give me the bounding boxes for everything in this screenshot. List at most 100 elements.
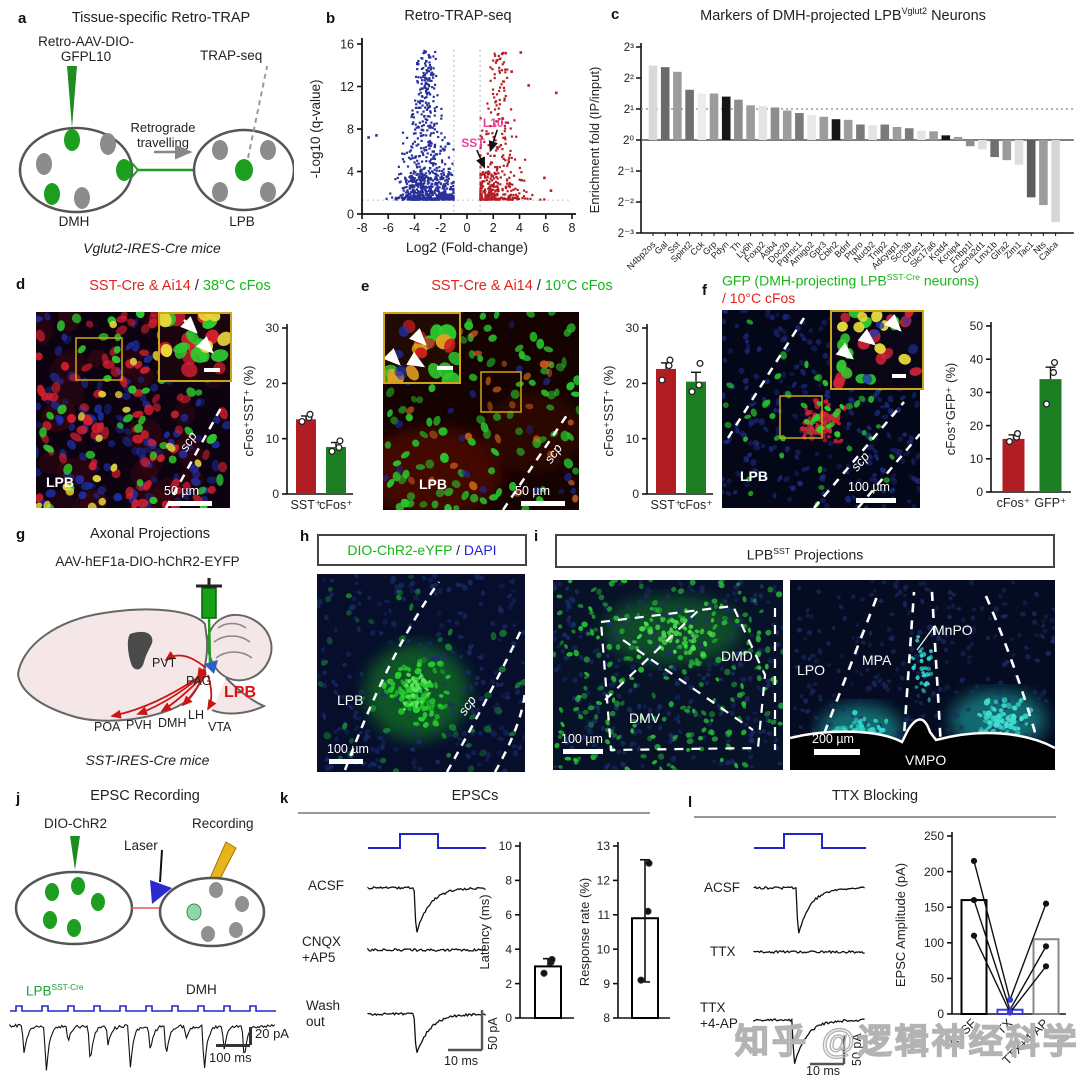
panel-j-letter: j	[16, 790, 21, 807]
virus-line1: Retro-AAV-DIO-	[38, 34, 134, 49]
svg-text:6: 6	[505, 908, 512, 922]
bar-chart-d: 0 10 20 30 cFos⁺SST⁺ (%) SST⁺cFos⁺	[241, 321, 353, 512]
dmh-label: DMH	[58, 214, 90, 229]
panel-i-letter: i	[534, 528, 539, 545]
svg-text:2⁰: 2⁰	[623, 135, 634, 147]
ttx-label: TTX	[710, 944, 736, 959]
gray-cell	[260, 140, 276, 160]
svg-text:L10: L10	[483, 116, 504, 130]
scp-boundary-line	[493, 691, 525, 772]
recorded-cell	[186, 903, 202, 921]
svg-text:8: 8	[603, 1011, 610, 1025]
syringe-barrel-icon	[201, 587, 217, 619]
scale-ms: 10 ms	[444, 1054, 479, 1068]
title-pre: LPB	[746, 546, 774, 563]
cerebellum-outline	[206, 613, 273, 682]
projection-arrow-pvh	[136, 671, 207, 716]
green-cell	[67, 919, 81, 937]
green-cell	[91, 893, 105, 911]
svg-text:40: 40	[970, 352, 984, 366]
svg-text:SST⁺: SST⁺	[291, 498, 322, 512]
gray-cell	[209, 882, 223, 898]
arrow-icon	[385, 348, 401, 366]
svg-text:0: 0	[976, 485, 983, 499]
svg-text:30: 30	[626, 321, 640, 335]
watermark: 知乎 @逻辑神经科学	[734, 1022, 1080, 1061]
acsf-label: ACSF	[308, 878, 345, 893]
retro-line1: Retrograde	[130, 120, 196, 135]
svg-text:6: 6	[542, 221, 549, 235]
region-label: LPB	[740, 468, 768, 484]
svg-text:Log2 (Fold-change): Log2 (Fold-change)	[406, 239, 528, 255]
svg-text:10: 10	[499, 839, 513, 853]
svg-text:9: 9	[603, 977, 610, 991]
title-post: Neurons	[927, 7, 986, 24]
title-pre: Markers of DMH-projected LPB	[700, 7, 902, 24]
retro-trap-diagram	[18, 66, 294, 214]
title-sep: /	[452, 542, 464, 558]
brain-outline	[16, 608, 209, 722]
gray-cell	[235, 896, 249, 912]
lpb-label: LPB	[229, 214, 255, 229]
inset-region-box	[480, 371, 522, 413]
svg-text:cFos⁺GFP⁺ (%): cFos⁺GFP⁺ (%)	[943, 363, 958, 455]
svg-text:8: 8	[347, 123, 354, 137]
trap-seq-label: TRAP-seq	[200, 48, 263, 63]
dmh-label: DMH	[186, 982, 217, 997]
svg-text:16: 16	[340, 38, 354, 52]
panel-j: j EPSC Recording DIO-ChR2 Laser Recordin…	[0, 778, 290, 1080]
svg-text:2²: 2²	[624, 73, 634, 85]
hippocampus-shape	[127, 631, 153, 670]
gray-cell	[260, 182, 276, 202]
svg-text:0: 0	[505, 1011, 512, 1025]
target-pvt: PVT	[152, 656, 177, 670]
inset-scale-bar	[437, 366, 453, 370]
micrograph-i-poa	[790, 580, 1055, 770]
chr2-label: DIO-ChR2	[44, 816, 108, 831]
panel-k: k EPSCs ACSF CNQX +AP5 Wash out 50 pA 10…	[280, 778, 670, 1080]
micrograph-i-dmh	[553, 580, 783, 770]
region-label: LPB	[46, 474, 74, 490]
svg-text:12: 12	[597, 874, 611, 888]
scale-ms: 10 ms	[806, 1064, 841, 1078]
lpb-sup: SST-Cre	[51, 982, 84, 992]
scale-text: 50 µm	[164, 484, 199, 498]
mnpo-pointer-line	[916, 627, 934, 651]
mnpo-boundary	[930, 591, 944, 766]
region-label: LPB	[419, 476, 447, 492]
svg-text:Enrichment fold (IP/input): Enrichment fold (IP/input)	[587, 67, 602, 214]
bar-chart-e: 0 10 20 30 cFos⁺SST⁺ (%) SST⁺cFos⁺	[601, 321, 713, 512]
mnpo-boundary	[900, 591, 916, 766]
panel-g: g Axonal Projections AAV-hEF1a-DIO-hChR2…	[0, 520, 295, 778]
title-green: DIO-ChR2-eYFP	[347, 542, 453, 558]
svg-text:20: 20	[970, 419, 984, 433]
svg-text:-Log10 (q-value): -Log10 (q-value)	[308, 79, 323, 178]
panel-h-letter: h	[300, 528, 310, 545]
cerebellum-folds	[213, 622, 253, 659]
green-cell	[43, 911, 57, 929]
latency-bar-chart: 0 2 4 6 8 10 Latency (ms)	[477, 839, 574, 1025]
title-green: 10°C cFos	[544, 278, 613, 294]
svg-text:12: 12	[340, 80, 354, 94]
svg-text:0: 0	[937, 1007, 944, 1021]
scale-bar	[856, 498, 896, 503]
green-cell	[71, 877, 85, 895]
title-sup: SST	[773, 546, 791, 556]
svg-text:2⁻³: 2⁻³	[618, 228, 634, 240]
inset-region-box	[75, 337, 123, 381]
scale-bar	[329, 759, 363, 764]
scale-text: 100 µm	[327, 742, 369, 756]
epsc-recording-diagram	[14, 836, 266, 948]
title-green: 38°C cFos	[202, 278, 271, 294]
panel-f-title-line2: / 10°C cFos	[722, 290, 796, 306]
svg-text:30: 30	[266, 321, 280, 335]
response-rate-bar-chart: 8 9 10 11 12 13 Response rate (%)	[577, 839, 670, 1025]
scp-boundary-line	[857, 433, 920, 508]
svg-text:2: 2	[490, 221, 497, 235]
panel-h-title-box: DIO-ChR2-eYFP / DAPI	[317, 534, 527, 566]
cnqx-label-2: +AP5	[302, 950, 336, 965]
syringe-needle	[207, 617, 212, 665]
scp-boundary-line	[164, 405, 224, 508]
panel-h: h DIO-ChR2-eYFP / DAPI LPB scp 100 µm	[295, 520, 545, 778]
green-cell	[116, 159, 132, 181]
